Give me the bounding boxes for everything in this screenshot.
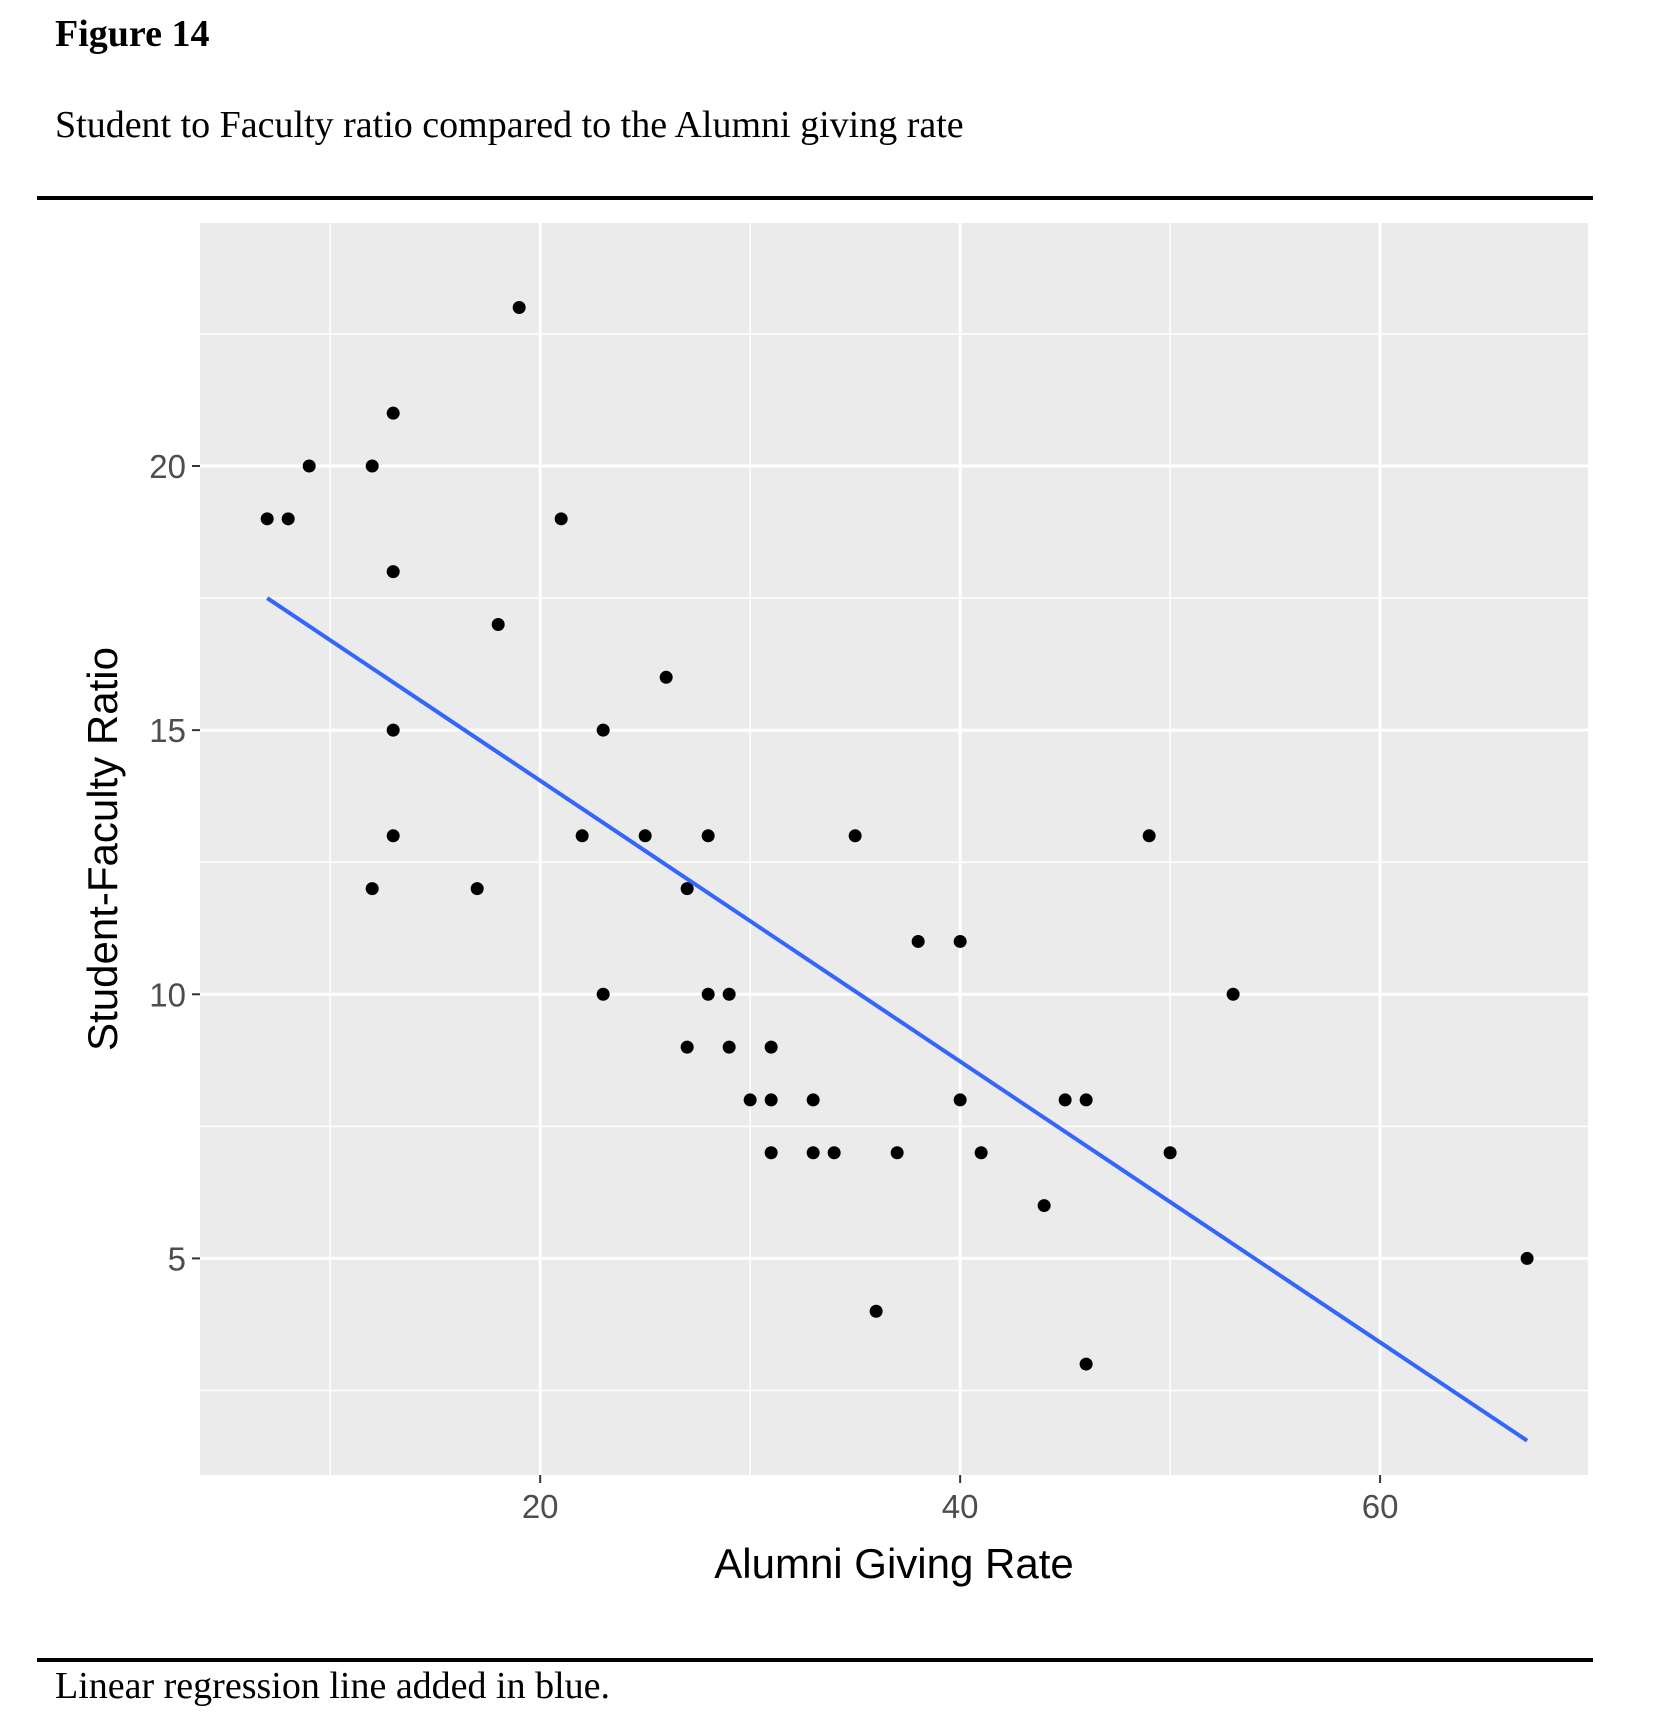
data-point (554, 512, 568, 526)
data-point (743, 1093, 757, 1107)
data-points (260, 301, 1534, 1371)
data-point (1079, 1093, 1093, 1107)
data-point (848, 829, 862, 843)
data-point (1058, 1093, 1072, 1107)
data-point (1079, 1357, 1093, 1371)
data-point (386, 406, 400, 420)
data-point (386, 829, 400, 843)
data-point (974, 1146, 988, 1160)
data-point (659, 670, 673, 684)
y-tick-label: 10 (149, 976, 186, 1013)
y-tick-label: 15 (149, 712, 186, 749)
y-axis-title: Student-Faculty Ratio (79, 647, 126, 1051)
data-point (1037, 1199, 1051, 1213)
major-gridlines (200, 223, 1588, 1475)
data-point (386, 565, 400, 579)
figure-number: Figure 14 (55, 13, 210, 55)
x-axis-title: Alumni Giving Rate (714, 1540, 1073, 1587)
bottom-rule (37, 1658, 1593, 1662)
data-point (806, 1146, 820, 1160)
y-tick-label: 5 (168, 1240, 186, 1277)
top-rule (37, 196, 1593, 200)
data-point (680, 882, 694, 896)
data-point (680, 1040, 694, 1054)
data-point (869, 1304, 883, 1318)
data-point (764, 1040, 778, 1054)
data-point (953, 934, 967, 948)
data-point (638, 829, 652, 843)
x-tick-label: 20 (522, 1488, 559, 1525)
data-point (365, 459, 379, 473)
data-point (491, 617, 505, 631)
plot-panel (200, 223, 1588, 1475)
data-point (1226, 987, 1240, 1001)
data-point (1520, 1251, 1534, 1265)
figure-title: Student to Faculty ratio compared to the… (55, 104, 964, 146)
data-point (890, 1146, 904, 1160)
data-point (470, 882, 484, 896)
data-point (701, 987, 715, 1001)
data-point (365, 882, 379, 896)
data-point (512, 301, 526, 315)
data-point (1163, 1146, 1177, 1160)
data-point (764, 1146, 778, 1160)
y-axis: 5 10 15 20 (149, 448, 200, 1277)
y-tick-label: 20 (149, 448, 186, 485)
data-point (386, 723, 400, 737)
data-point (701, 829, 715, 843)
figure-note: Linear regression line added in blue. (55, 1665, 611, 1707)
data-point (596, 723, 610, 737)
x-tick-label: 60 (1362, 1488, 1399, 1525)
data-point (806, 1093, 820, 1107)
x-axis: 20 40 60 (522, 1475, 1399, 1525)
data-point (302, 459, 316, 473)
data-point (722, 987, 736, 1001)
data-point (1142, 829, 1156, 843)
data-point (260, 512, 274, 526)
data-point (953, 1093, 967, 1107)
data-point (281, 512, 295, 526)
data-point (911, 934, 925, 948)
data-point (827, 1146, 841, 1160)
data-point (575, 829, 589, 843)
data-point (722, 1040, 736, 1054)
minor-gridlines (200, 223, 1588, 1475)
data-point (764, 1093, 778, 1107)
x-tick-label: 40 (942, 1488, 979, 1525)
data-point (596, 987, 610, 1001)
regression-line (266, 596, 1529, 1443)
